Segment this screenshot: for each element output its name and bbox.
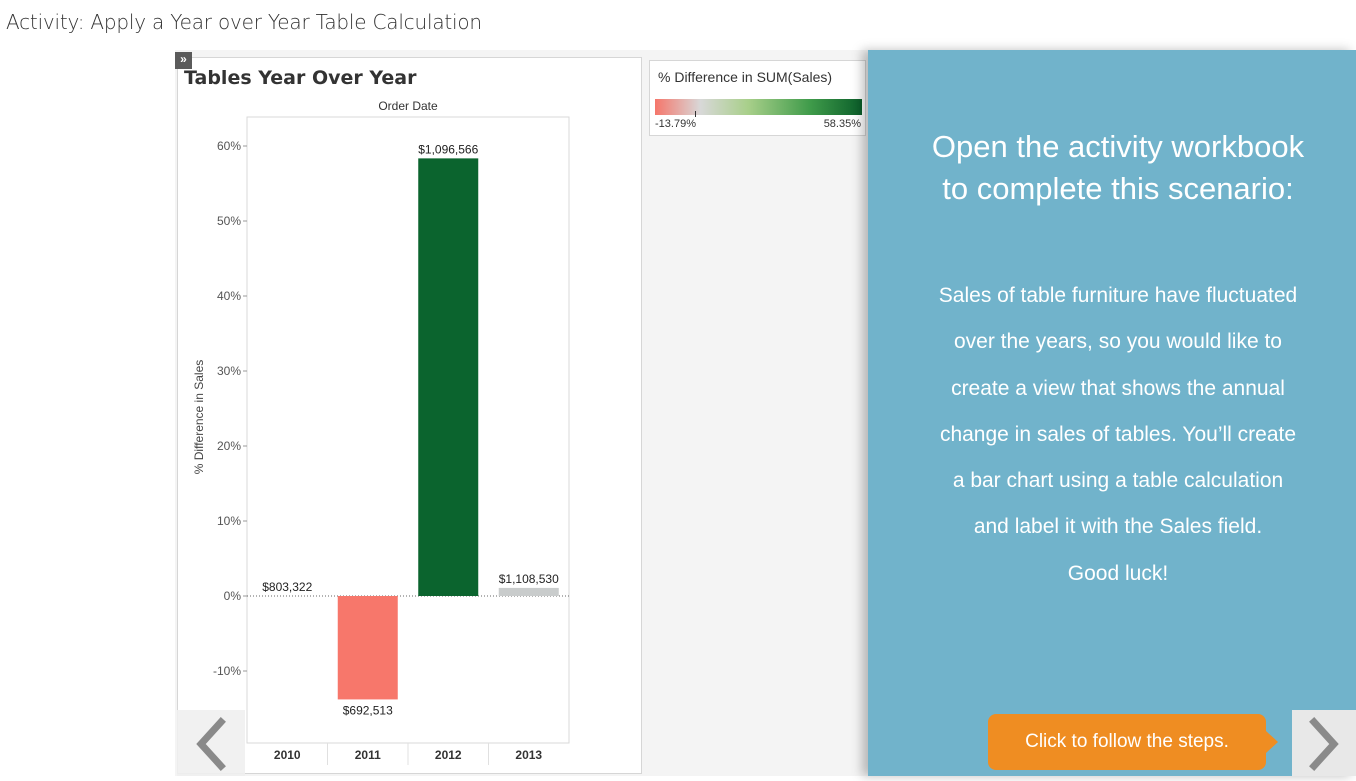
previous-button[interactable]: [177, 710, 245, 776]
dashboard-title: Tables Year Over Year: [184, 67, 417, 89]
bars-group: $803,322 $692,513 $1,096,566 $1,108,530: [262, 142, 559, 717]
legend-zero-tick: [695, 111, 696, 117]
bar-chart: Order Date % Difference in Sales -10% 0% 1…: [192, 99, 570, 765]
data-label: $1,096,566: [418, 142, 478, 156]
y-axis: -10% 0% 10% 20% 30% 40% 50% 60%: [213, 139, 569, 678]
legend-gradient: [655, 99, 862, 115]
panel-body: Sales of table furniture have fluctuated…: [908, 273, 1328, 597]
y-tick-label: 20%: [217, 439, 241, 453]
dashboard-sheet: [177, 57, 642, 774]
panel-body-line: Good luck!: [1067, 561, 1169, 585]
panel-body-line: and label it with the Sales field.: [973, 515, 1263, 539]
bar: [337, 596, 398, 700]
x-tick-label: 2013: [515, 748, 542, 762]
data-label: $803,322: [262, 580, 312, 594]
x-tick-label: 2011: [355, 748, 381, 762]
y-tick-label: -10%: [213, 664, 241, 678]
color-legend: % Difference in SUM(Sales) -13.79% 58.35…: [649, 60, 866, 136]
legend-min-label: -13.79%: [655, 118, 696, 130]
chevron-right-icon: [1309, 717, 1339, 771]
bar: [498, 587, 559, 596]
panel-body-line: create a view that shows the annual: [951, 376, 1285, 400]
data-label: $1,108,530: [499, 572, 559, 586]
y-tick-label: 30%: [217, 364, 241, 378]
page-title: Activity: Apply a Year over Year Table C…: [6, 10, 482, 34]
y-tick-label: 0%: [224, 589, 242, 603]
plot-area: [246, 116, 570, 744]
column-header: Order Date: [378, 99, 438, 113]
panel-heading: Open the activity workbook to complete t…: [931, 129, 1305, 206]
instruction-panel: Open the activity workbook to complete t…: [868, 50, 1356, 776]
y-tick-label: 50%: [217, 214, 241, 228]
y-tick-label: 40%: [217, 289, 241, 303]
bar: [418, 158, 479, 596]
expand-icon[interactable]: »: [175, 52, 192, 69]
data-label: $692,513: [343, 703, 393, 717]
legend-max-label: 58.35%: [823, 118, 861, 130]
follow-steps-button[interactable]: Click to follow the steps.: [988, 714, 1278, 770]
y-tick-label: 10%: [217, 514, 241, 528]
y-tick-label: 60%: [217, 139, 241, 153]
chevron-left-icon: [196, 717, 226, 771]
panel-body-line: over the years, so you would like to: [953, 330, 1282, 354]
x-tick-label: 2012: [435, 748, 462, 762]
x-axis: 2010 2011 2012 2013: [274, 743, 542, 765]
panel-body-line: change in sales of tables. You’ll create: [939, 422, 1297, 446]
next-button[interactable]: [1292, 710, 1356, 776]
y-axis-title: % Difference in Sales: [192, 360, 206, 475]
x-tick-label: 2010: [274, 748, 301, 762]
panel-body-line: a bar chart using a table calculation: [952, 469, 1284, 493]
panel-body-line: Sales of table furniture have fluctuated: [938, 284, 1298, 307]
legend-title: % Difference in SUM(Sales): [658, 69, 833, 85]
